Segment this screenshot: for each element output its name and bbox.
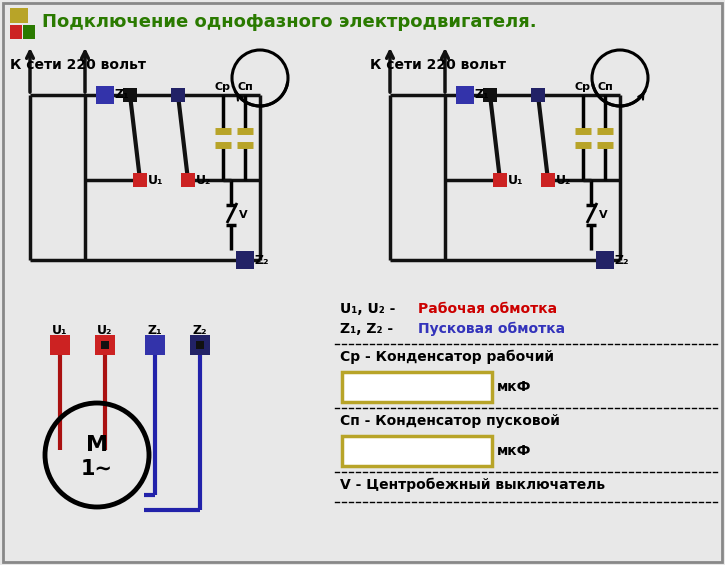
Text: Cп: Cп <box>237 82 253 92</box>
Bar <box>190 335 210 355</box>
Text: U₂: U₂ <box>196 173 212 186</box>
Bar <box>483 88 497 102</box>
Bar <box>145 335 165 355</box>
Text: Z₂: Z₂ <box>255 254 270 267</box>
Bar <box>342 436 492 466</box>
Bar <box>133 173 147 187</box>
Text: 1∼: 1∼ <box>81 459 113 479</box>
Text: Z₁: Z₁ <box>115 89 130 102</box>
Text: V - Центробежный выключатель: V - Центробежный выключатель <box>340 478 605 492</box>
Bar <box>101 341 109 349</box>
Text: Z₁: Z₁ <box>148 324 162 337</box>
Text: U₁, U₂ -: U₁, U₂ - <box>340 302 400 316</box>
Bar <box>10 8 28 23</box>
Bar <box>456 86 474 104</box>
Bar <box>10 25 22 39</box>
Bar <box>596 251 614 269</box>
Bar <box>123 88 137 102</box>
Text: К сети 220 вольт: К сети 220 вольт <box>370 58 506 72</box>
Text: Cр: Cр <box>215 82 231 92</box>
Text: мкФ: мкФ <box>497 444 531 458</box>
Text: Z₂: Z₂ <box>193 324 207 337</box>
Text: Сп - Конденсатор пусковой: Сп - Конденсатор пусковой <box>340 414 560 428</box>
Bar <box>171 88 185 102</box>
Text: К сети 220 вольт: К сети 220 вольт <box>10 58 146 72</box>
Bar <box>196 341 204 349</box>
Text: U₂: U₂ <box>556 173 571 186</box>
Text: V: V <box>239 210 248 220</box>
Text: Cп: Cп <box>597 82 613 92</box>
Text: U₂: U₂ <box>97 324 112 337</box>
Text: V: V <box>599 210 608 220</box>
Bar <box>493 173 507 187</box>
Text: Z₁: Z₁ <box>475 89 489 102</box>
Bar <box>96 86 114 104</box>
Text: Рабочая обмотка: Рабочая обмотка <box>418 302 557 316</box>
Text: Cp - Конденсатор рабочий: Cp - Конденсатор рабочий <box>340 350 554 364</box>
Bar <box>541 173 555 187</box>
Bar <box>50 335 70 355</box>
Text: U₁: U₁ <box>508 173 523 186</box>
Bar <box>342 372 492 402</box>
Text: Пусковая обмотка: Пусковая обмотка <box>418 322 565 336</box>
Bar <box>531 88 545 102</box>
Bar <box>95 335 115 355</box>
Text: мкФ: мкФ <box>497 380 531 394</box>
Bar <box>181 173 195 187</box>
Text: Z₂: Z₂ <box>615 254 629 267</box>
Bar <box>236 251 254 269</box>
Text: U₁: U₁ <box>148 173 164 186</box>
Text: М: М <box>86 435 108 455</box>
Bar <box>23 25 35 39</box>
Text: Z₁, Z₂ -: Z₁, Z₂ - <box>340 322 398 336</box>
Text: U₁: U₁ <box>52 324 67 337</box>
Text: Cр: Cр <box>575 82 591 92</box>
Text: Подключение однофазного электродвигателя.: Подключение однофазного электродвигателя… <box>42 13 536 31</box>
